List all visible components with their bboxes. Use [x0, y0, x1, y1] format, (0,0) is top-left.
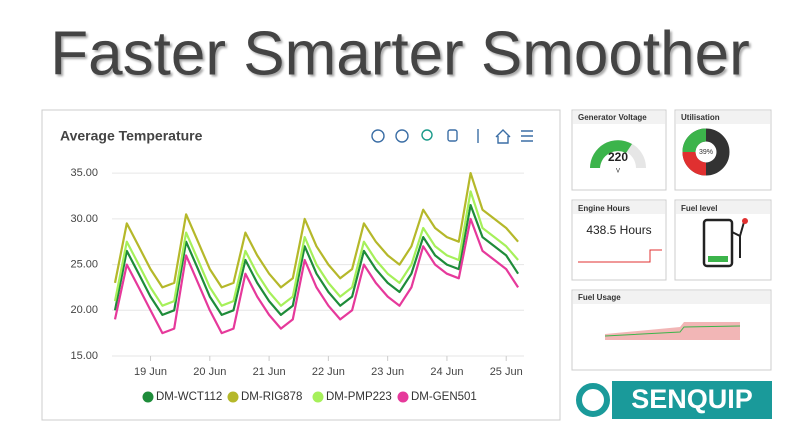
y-tick-label: 20.00 [70, 304, 98, 316]
fuel-level [708, 256, 728, 262]
x-tick-label: 22 Jun [312, 366, 345, 378]
menu[interactable] [521, 130, 533, 142]
widget-title: Generator Voltage [578, 113, 647, 122]
donut-segment [682, 151, 707, 176]
y-tick-label: 15.00 [70, 350, 98, 362]
chart-title: Average Temperature [60, 128, 203, 144]
widget-title: Fuel Usage [578, 293, 621, 302]
legend-swatch [312, 391, 324, 403]
gauge-value: 220 [608, 150, 628, 164]
series-line [113, 217, 520, 335]
donut-segment [682, 128, 707, 153]
y-tick-label: 30.00 [70, 213, 98, 225]
fuel-pump [702, 218, 734, 268]
donut-center: 39% [699, 149, 713, 156]
logo-text: SENQUIP [631, 384, 753, 414]
plot: 15.00 20.00 25.00 30.00 35.00 19 Jun 20 Jun 21 … [70, 167, 524, 378]
zoom-in[interactable] [371, 129, 385, 143]
series-line [113, 204, 520, 316]
series-line [113, 172, 519, 289]
widget-header [573, 111, 665, 124]
engine-value: 438.5 Hours [586, 223, 651, 237]
legend-label: DM-WCT112 [156, 391, 222, 403]
fuel-alert [742, 218, 748, 224]
x-tick-label: 24 Jun [430, 366, 463, 378]
x-tick-label: 19 Jun [134, 366, 167, 378]
legend-label: DM-GEN501 [411, 391, 477, 403]
widget-header [573, 291, 770, 304]
donut [682, 128, 730, 176]
x-tick-label: 20 Jun [193, 366, 226, 378]
series-line [113, 190, 519, 307]
legend-swatch [397, 391, 409, 403]
toolbar [371, 129, 533, 144]
x-tick-label: 25 Jun [490, 366, 523, 378]
widget-header [676, 201, 770, 214]
zoom[interactable] [421, 129, 433, 141]
gauge-unit: V [616, 169, 620, 175]
engine-line [578, 249, 662, 263]
y-tick-label: 35.00 [70, 167, 98, 179]
logo-box [612, 381, 772, 419]
zoom-out[interactable] [395, 129, 409, 143]
gauge-fill [590, 140, 632, 168]
headline: Faster Smarter Smoother [50, 19, 749, 88]
legend-label: DM-PMP223 [326, 391, 392, 403]
legend-swatch [227, 391, 239, 403]
x-tick-label: 23 Jun [371, 366, 404, 378]
home[interactable] [495, 129, 511, 144]
usage-line [604, 325, 741, 337]
widget-header [573, 201, 665, 214]
legend-label: DM-RIG878 [241, 391, 302, 403]
legend-swatch [142, 391, 154, 403]
x-tick-label: 21 Jun [253, 366, 286, 378]
logo-mark [576, 383, 610, 417]
y-tick-label: 25.00 [70, 258, 98, 270]
widget-title: Fuel level [681, 204, 717, 213]
fuel-nozzle [731, 221, 745, 258]
legend: DM-WCT112 DM-RIG878 DM-PMP223 DM-GEN501 [142, 391, 477, 403]
widget-title: Engine Hours [578, 204, 631, 213]
widget-title: Utilisation [681, 113, 720, 122]
pan[interactable] [447, 129, 458, 142]
widget-header [676, 111, 770, 124]
